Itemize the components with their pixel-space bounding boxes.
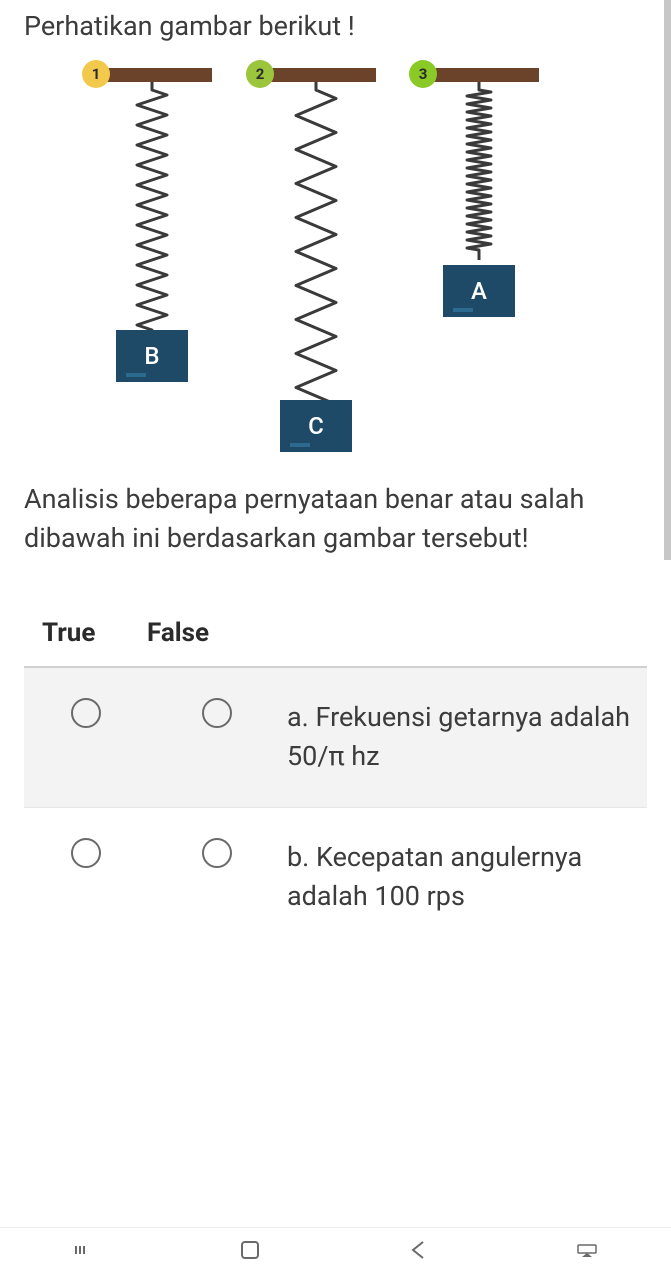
spring-coil-1 (132, 82, 172, 342)
spring-badge-2: 2 (246, 60, 274, 88)
spring-badge-3: 3 (409, 60, 437, 88)
radio-cell-true-b (24, 838, 147, 916)
mass-block-A: A (443, 265, 515, 317)
spring-badge-1: 1 (82, 60, 110, 88)
radio-false-b[interactable] (202, 838, 232, 868)
scrollbar[interactable] (664, 0, 671, 560)
springs-figure: 1 B 2 C 3 A (64, 60, 647, 460)
radio-cell-true-a (24, 698, 147, 776)
analysis-text: Analisis beberapa pernyataan benar atau … (24, 480, 647, 558)
statement-row-a: a. Frekuensi getarnya adalah 50/π hz (24, 668, 647, 807)
spring-coil-2 (291, 82, 341, 442)
radio-cell-false-a (147, 698, 287, 776)
statement-a: a. Frekuensi getarnya adalah 50/π hz (287, 698, 647, 776)
mount-bar-3 (419, 68, 539, 82)
back-icon[interactable] (408, 1239, 430, 1265)
home-icon[interactable] (239, 1239, 261, 1265)
radio-cell-false-b (147, 838, 287, 916)
mass-block-C: C (280, 400, 352, 452)
keyboard-icon[interactable] (576, 1239, 598, 1265)
intro-text: Perhatikan gambar berikut ! (24, 10, 647, 42)
radio-false-a[interactable] (202, 698, 232, 728)
recent-apps-icon[interactable] (73, 1240, 93, 1264)
radio-true-a[interactable] (71, 698, 101, 728)
mass-block-B: B (116, 330, 188, 382)
mount-bar-1 (92, 68, 212, 82)
tf-header-row: True False (24, 588, 647, 668)
header-false: False (147, 618, 287, 648)
statement-row-b: b. Kecepatan angulernya adalah 100 rps (24, 808, 647, 946)
spring-coil-3 (462, 82, 496, 262)
android-nav-bar (0, 1227, 671, 1275)
statement-b: b. Kecepatan angulernya adalah 100 rps (287, 838, 647, 916)
header-true: True (24, 618, 147, 648)
radio-true-b[interactable] (71, 838, 101, 868)
mount-bar-2 (256, 68, 376, 82)
